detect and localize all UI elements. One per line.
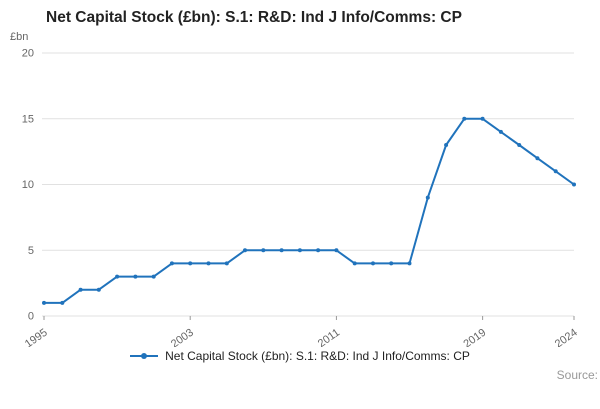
data-point[interactable] [535,156,540,161]
data-point[interactable] [243,248,247,253]
data-point[interactable] [462,116,467,121]
data-point[interactable] [444,143,449,147]
data-point[interactable] [316,248,321,253]
data-point[interactable] [297,248,302,253]
data-point[interactable] [115,274,120,279]
data-point[interactable] [96,287,101,292]
x-tick-label: 1995 [23,327,50,347]
data-point[interactable] [334,248,339,253]
data-point[interactable] [553,169,558,174]
series-line[interactable] [43,117,575,304]
data-point[interactable] [425,195,430,200]
chart-title: Net Capital Stock (£bn): S.1: R&D: Ind J… [46,9,462,26]
data-point[interactable] [498,129,503,134]
x-tick-label: 2024 [553,327,580,347]
x-tick-label: 2003 [169,327,196,347]
data-point[interactable] [133,274,138,279]
data-point[interactable] [78,287,83,292]
chart-page: Net Capital Stock (£bn): S.1: R&D: Ind J… [0,9,600,382]
y-tick-label: 15 [22,113,34,125]
data-point[interactable] [371,261,375,266]
data-point[interactable] [151,274,156,279]
x-tick-label: 2019 [461,327,488,347]
data-point[interactable] [407,261,412,266]
legend-line-icon [130,353,159,359]
y-tick-label: 20 [22,48,34,60]
data-point[interactable] [389,261,394,266]
y-tick-label: 5 [28,245,34,257]
data-point[interactable] [60,300,65,305]
data-point[interactable] [42,300,46,305]
data-point[interactable] [224,261,229,266]
y-axis-unit-label: £bn [10,31,28,43]
data-point[interactable] [188,261,193,266]
legend-marker-dot [141,353,148,359]
data-point[interactable] [169,261,174,266]
data-point[interactable] [261,248,266,253]
legend-label: Net Capital Stock (£bn): S.1: R&D: Ind J… [165,349,470,363]
y-tick-label: 10 [22,179,34,191]
data-point[interactable] [572,182,576,187]
legend-item[interactable]: Net Capital Stock (£bn): S.1: R&D: Ind J… [0,349,600,363]
data-point[interactable] [279,248,284,253]
data-point[interactable] [480,116,485,121]
data-point[interactable] [352,261,357,266]
chart-plot-area: 0 5 10 15 20 £bn 1995 2003 2011 2019 2024 [10,31,580,347]
y-tick-label: 0 [28,311,34,323]
data-point[interactable] [206,261,211,266]
x-tick-label: 2011 [316,327,342,347]
source-label: Source: [556,368,598,382]
data-point[interactable] [517,143,522,147]
